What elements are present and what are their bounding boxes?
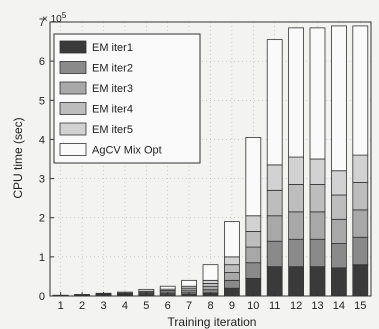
y-axis-label: CPU time (sec) xyxy=(11,117,25,198)
bar-segment-6-cat-13 xyxy=(309,27,326,160)
y-axis: 0 1 2 3 4 5 6 7 xyxy=(39,17,54,303)
bar-segment-4-cat-8 xyxy=(202,283,219,288)
bar-segment-1-cat-11 xyxy=(266,266,283,297)
bar-segment-1-cat-15 xyxy=(352,264,369,297)
bar-segment-3-cat-12 xyxy=(288,211,304,240)
x-tick-label-2: 3 xyxy=(100,300,106,312)
legend-swatch-6 xyxy=(59,143,87,156)
x-tick-label-5: 6 xyxy=(165,300,171,312)
y-tick-label-1: 1 xyxy=(39,252,45,264)
legend-swatch-1 xyxy=(59,40,87,54)
x-tick-label-1: 2 xyxy=(79,300,85,312)
bar-segment-2-cat-10 xyxy=(245,262,262,279)
x-tick-label-11: 12 xyxy=(290,300,302,312)
bar-segment-5-cat-11 xyxy=(266,164,283,191)
legend-swatch-4 xyxy=(59,102,87,115)
bar-segment-6-cat-12 xyxy=(288,27,304,158)
bar-segment-5-cat-8 xyxy=(202,279,219,284)
y-tick-label-0: 0 xyxy=(39,291,45,303)
bar-segment-2-cat-14 xyxy=(331,243,347,269)
bar-segment-5-cat-9 xyxy=(224,256,240,266)
bar-segment-6-cat-6 xyxy=(159,285,176,290)
bar-segment-1-cat-12 xyxy=(288,266,304,297)
bar-segment-1-cat-14 xyxy=(331,267,347,297)
y-tick-label-4: 4 xyxy=(39,134,45,146)
bar-segment-6-cat-8 xyxy=(202,264,219,281)
legend-label-2: EM iter2 xyxy=(92,63,133,75)
bar-segment-4-cat-14 xyxy=(331,194,347,220)
bar-segment-5-cat-14 xyxy=(331,170,347,196)
legend-swatch-5 xyxy=(59,122,87,136)
legend-swatch-2 xyxy=(59,61,87,74)
bar-segment-5-cat-13 xyxy=(309,158,326,185)
y-tick-label-3: 3 xyxy=(39,174,45,186)
y-tick-label-5: 5 xyxy=(39,95,45,107)
bar-segment-3-cat-13 xyxy=(309,211,326,240)
bar-segment-1-cat-13 xyxy=(309,266,326,297)
legend-label-4: EM iter4 xyxy=(92,104,133,116)
bar-segment-3-cat-10 xyxy=(245,246,262,264)
x-tick-label-6: 7 xyxy=(186,300,192,312)
legend: EM iter1 EM iter2 EM iter3 EM iter4 EM iter5… xyxy=(53,33,201,164)
bar-segment-5-cat-12 xyxy=(288,156,304,185)
legend-label-1: EM iter1 xyxy=(92,42,133,54)
x-tick-label-14: 15 xyxy=(354,300,366,312)
bar-segment-2-cat-13 xyxy=(309,238,326,268)
bar-segment-6-cat-11 xyxy=(266,39,283,166)
bars xyxy=(52,25,369,297)
legend-swatch-3 xyxy=(59,81,87,95)
legend-label-6: AgCV Mix Opt xyxy=(92,145,162,157)
x-tick-label-9: 10 xyxy=(247,300,259,312)
x-axis: 1 2 3 4 5 6 7 8 9 10 11 12 13 14 15 xyxy=(58,292,366,312)
y-multiplier-exponent: 5 xyxy=(62,11,67,20)
bar-segment-6-cat-5 xyxy=(138,288,155,292)
bar-segment-6-cat-9 xyxy=(224,221,240,258)
bar-segment-2-cat-15 xyxy=(352,236,369,266)
bar-segment-3-cat-11 xyxy=(266,215,283,242)
bar-segment-6-cat-10 xyxy=(245,137,262,217)
x-tick-label-0: 1 xyxy=(58,300,64,312)
bar-segment-3-cat-8 xyxy=(202,286,219,291)
x-axis-label: Training iteration xyxy=(168,315,257,329)
y-tick-label-6: 6 xyxy=(39,56,45,68)
y-multiplier-label: × 105 xyxy=(42,11,67,25)
bar-segment-3-cat-14 xyxy=(331,218,347,244)
bar-segment-4-cat-10 xyxy=(245,231,262,248)
bar-segment-3-cat-9 xyxy=(224,272,240,281)
x-tick-label-7: 8 xyxy=(207,300,213,312)
bar-segment-3-cat-15 xyxy=(352,209,369,238)
bar-segment-6-cat-15 xyxy=(352,25,369,156)
x-tick-label-4: 5 xyxy=(143,300,149,312)
bar-segment-6-cat-7 xyxy=(181,279,197,287)
bar-segment-4-cat-13 xyxy=(309,184,326,213)
legend-label-5: EM iter5 xyxy=(92,124,133,136)
x-tick-label-8: 9 xyxy=(229,300,235,312)
x-tick-label-12: 13 xyxy=(311,300,323,312)
bar-segment-4-cat-11 xyxy=(266,189,283,217)
bar-segment-2-cat-12 xyxy=(288,238,304,268)
bar-segment-5-cat-10 xyxy=(245,215,262,232)
y-tick-label-7: 7 xyxy=(39,17,45,29)
bar-segment-2-cat-11 xyxy=(266,240,283,268)
x-tick-label-10: 11 xyxy=(269,300,280,312)
x-tick-label-3: 4 xyxy=(122,300,128,312)
bar-segment-4-cat-12 xyxy=(288,184,304,213)
bar-segment-4-cat-9 xyxy=(224,264,240,273)
bar-segment-4-cat-15 xyxy=(352,182,369,211)
x-tick-label-13: 14 xyxy=(333,300,345,312)
bar-segment-6-cat-14 xyxy=(331,25,347,172)
y-tick-label-2: 2 xyxy=(39,213,45,225)
legend-box xyxy=(53,33,201,164)
bar-segment-5-cat-15 xyxy=(352,154,369,183)
bar-segment-2-cat-9 xyxy=(224,279,240,289)
legend-label-3: EM iter3 xyxy=(92,83,133,95)
